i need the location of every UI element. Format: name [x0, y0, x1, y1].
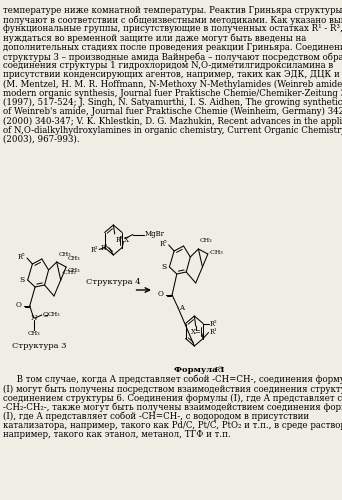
- Text: CH₃: CH₃: [59, 252, 71, 258]
- Text: R²: R²: [90, 246, 98, 254]
- Text: температуре ниже комнатной температуры. Реактив Гриньяра структуры 4: температуре ниже комнатной температуры. …: [3, 6, 342, 15]
- Text: R¹: R¹: [100, 244, 108, 252]
- Text: (2000) 340-347; V. K. Khlestkin, D. G. Mazhukin, Recent advances in the applicat: (2000) 340-347; V. K. Khlestkin, D. G. M…: [3, 116, 342, 126]
- Text: CH₃: CH₃: [67, 268, 80, 274]
- Text: дополнительных стадиях после проведения реакции Гриньяра. Соединения: дополнительных стадиях после проведения …: [3, 43, 342, 52]
- Text: N: N: [30, 314, 37, 322]
- Text: присутствии конденсирующих агентов, например, таких как ЭДК, ДЦК и т.п.: присутствии конденсирующих агентов, напр…: [3, 70, 342, 80]
- Text: of N,O-dialkylhydroxylamines in organic chemistry, Current Organic Chemistry 7: of N,O-dialkylhydroxylamines in organic …: [3, 126, 342, 134]
- Text: CH₃: CH₃: [27, 331, 40, 336]
- Text: -CH₃: -CH₃: [62, 270, 76, 274]
- Text: CH₃: CH₃: [67, 256, 80, 262]
- Text: соединением структуры 6. Соединения формулы (І), где A представляет собой: соединением структуры 6. Соединения форм…: [3, 394, 342, 403]
- Text: получают в соответствии с общеизвестными методиками. Как указано выше,: получают в соответствии с общеизвестными…: [3, 15, 342, 24]
- Text: соединения структуры 1 гидрохлоридом N,O-диметилгидроксиламина в: соединения структуры 1 гидрохлоридом N,O…: [3, 61, 334, 70]
- Text: A: A: [180, 304, 185, 312]
- Text: -CH₂-CH₂-, также могут быть получены взаимодействием соединения формулы: -CH₂-CH₂-, также могут быть получены вза…: [3, 402, 342, 412]
- Text: В том случае, когда A представляет собой -CH=CH-, соединения формулы: В том случае, когда A представляет собой…: [3, 375, 342, 384]
- Text: Структура 3: Структура 3: [12, 342, 66, 350]
- Text: X=: X=: [191, 328, 202, 336]
- Text: CH₃: CH₃: [200, 238, 212, 242]
- Text: нуждаться во временной защите или даже могут быть введены на: нуждаться во временной защите или даже м…: [3, 34, 307, 43]
- Text: R³: R³: [115, 236, 123, 244]
- Text: O: O: [16, 301, 22, 309]
- Text: функциональные группы, присутствующие в полученных остатках R¹ - R³, могут: функциональные группы, присутствующие в …: [3, 24, 342, 34]
- Text: катализатора, например, такого как Pd/C, Pt/C, PtO₂ и т.п., в среде растворителя: катализатора, например, такого как Pd/C,…: [3, 421, 342, 430]
- Text: R⁵: R⁵: [160, 240, 167, 248]
- Text: R⁵: R⁵: [18, 253, 26, 261]
- Text: X: X: [123, 236, 129, 244]
- Text: of Weinreb's amide, Journal fuer Praktische Chemie (Weinheim, Germany) 342: of Weinreb's amide, Journal fuer Praktis…: [3, 107, 342, 117]
- Text: R²: R²: [210, 320, 218, 328]
- Text: Структура 4: Структура 4: [86, 278, 141, 286]
- Text: (1997), 517-524; J. Singh, N. Satyamurthi, I. S. Aidhen, The growing synthetic u: (1997), 517-524; J. Singh, N. Satyamurth…: [3, 98, 342, 107]
- Text: S: S: [161, 263, 167, 271]
- Text: MgBr: MgBr: [145, 230, 165, 238]
- Text: CH₃: CH₃: [48, 312, 61, 318]
- Text: O: O: [157, 290, 163, 298]
- Text: modern organic synthesis, Journal fuer Praktische Chemie/Chemiker-Zeitung 339: modern organic synthesis, Journal fuer P…: [3, 89, 342, 98]
- Text: (І) могут быть получены посредством взаимодействия соединения структуры 5 с: (І) могут быть получены посредством взаи…: [3, 384, 342, 394]
- Text: например, такого как этанол, метанол, ТГФ и т.п.: например, такого как этанол, метанол, ТГ…: [3, 430, 231, 439]
- Text: (M. Mentzel, H. M. R. Hoffmann, N-Methoxy N-Methylamides (Weinreb amides) in: (M. Mentzel, H. M. R. Hoffmann, N-Methox…: [3, 80, 342, 88]
- Text: R³: R³: [214, 366, 223, 374]
- Text: (2003), 967-993).: (2003), 967-993).: [3, 135, 80, 144]
- Text: структуры 3 – производные амида Вайнреба – получают посредством обработки: структуры 3 – производные амида Вайнреба…: [3, 52, 342, 62]
- Text: Формула I: Формула I: [174, 366, 224, 374]
- Text: O: O: [42, 311, 48, 319]
- Text: -CH₃: -CH₃: [209, 250, 223, 256]
- Text: (І), где A представляет собой -CH=CH-, с водородом в присутствии: (І), где A представляет собой -CH=CH-, с…: [3, 412, 310, 422]
- Text: S: S: [20, 276, 25, 284]
- Text: R¹: R¹: [210, 328, 218, 336]
